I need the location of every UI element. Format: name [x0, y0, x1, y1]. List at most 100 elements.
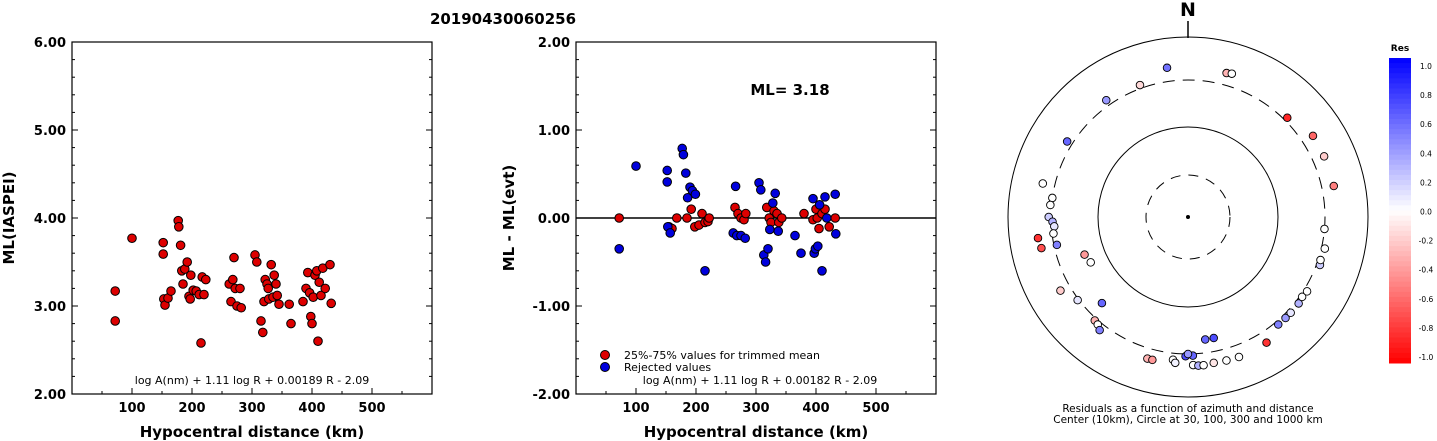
- mid-point-b: [690, 189, 701, 200]
- mid-ytick-label: -2.00: [533, 388, 570, 403]
- colorbar-cell: [1389, 174, 1411, 181]
- left-plot-formula: log A(nm) + 1.11 log R + 0.00189 R - 2.0…: [135, 374, 369, 387]
- colorbar-cell: [1389, 220, 1411, 227]
- left-point-a: [158, 249, 168, 259]
- left-point-a: [269, 270, 280, 281]
- colorbar-cell: [1389, 246, 1411, 252]
- polar-station-point: [1209, 358, 1218, 368]
- mid-point-b: [773, 226, 784, 236]
- colorbar-cell: [1389, 205, 1411, 211]
- mid-point-a: [682, 213, 692, 223]
- polar-station-point: [1209, 333, 1218, 343]
- colorbar-tick-label: -1.0: [1419, 353, 1434, 362]
- legend-red-marker: [600, 350, 610, 360]
- left-point-a: [199, 289, 209, 300]
- left-xtick-label: 400: [298, 401, 325, 416]
- polar-station-point: [1262, 338, 1271, 347]
- mid-point-b: [665, 228, 676, 238]
- colorbar-cell: [1389, 98, 1411, 105]
- north-label: N: [1180, 0, 1196, 21]
- colorbar-cell: [1389, 63, 1411, 69]
- polar-station-point: [1319, 152, 1329, 161]
- polar-station-point: [1329, 181, 1339, 191]
- left-point-a: [196, 338, 206, 348]
- mid-point-a: [704, 213, 715, 223]
- colorbar-tick-label: -0.6: [1419, 295, 1434, 304]
- left-point-a: [314, 277, 325, 288]
- colorbar-cell: [1389, 302, 1411, 308]
- polar-station-point: [1050, 222, 1059, 231]
- mid-point-b: [814, 200, 825, 210]
- polar-station-point: [1135, 80, 1145, 90]
- mid-plot-axes: 100 200 300 400 500 -2.00 -1.00 0.00 1.00 2.00: [533, 36, 936, 416]
- legend-blue-marker: [600, 362, 610, 372]
- colorbar-cell: [1389, 68, 1411, 74]
- left-point-a: [127, 233, 137, 244]
- polar-station-point: [1095, 325, 1104, 335]
- colorbar-cell: [1389, 154, 1411, 161]
- polar-station-point: [1302, 287, 1312, 296]
- polar-plot-points: [1033, 63, 1339, 370]
- polar-station-point: [1046, 200, 1055, 210]
- polar-station-point: [1227, 69, 1237, 78]
- mid-ytick-label: -1.00: [533, 300, 570, 315]
- left-point-a: [175, 240, 186, 251]
- polar-station-point: [1052, 240, 1062, 250]
- left-point-a: [284, 299, 295, 310]
- mid-xtick-label: 200: [682, 401, 709, 416]
- left-point-a: [313, 336, 323, 347]
- colorbar-cell: [1389, 327, 1411, 333]
- polar-station-point: [1038, 179, 1048, 188]
- mid-point-b: [765, 224, 775, 235]
- left-point-a: [178, 279, 188, 289]
- left-xtick-label: 500: [358, 401, 385, 416]
- mid-point-b: [760, 257, 771, 267]
- colorbar-cell: [1389, 337, 1411, 344]
- colorbar-cell: [1389, 93, 1411, 100]
- polar-station-point: [1320, 244, 1330, 253]
- colorbar-ticks: 1.0 0.8 0.6 0.4 0.2 0.0 -0.2 -0.4 -0.6 -0.8 -1.0: [1419, 62, 1434, 362]
- mid-point-b: [681, 168, 691, 178]
- mid-point-b: [813, 241, 823, 251]
- mid-plot: 100 200 300 400 500 -2.00 -1.00 0.00 1.00 2.00 ML…: [500, 36, 937, 441]
- polar-station-point: [1297, 292, 1307, 302]
- colorbar-cell: [1389, 357, 1411, 364]
- polar-station-point: [1234, 352, 1244, 362]
- mid-point-b: [822, 213, 832, 223]
- colorbar-cell: [1389, 73, 1411, 79]
- polar-plot: N Residuals as a function of azimuth and…: [1007, 0, 1369, 426]
- colorbar-tick-label: 0.6: [1420, 120, 1432, 129]
- left-point-a: [174, 222, 184, 232]
- mid-ytick-label: 0.00: [538, 212, 570, 227]
- legend-trimmed-label: 25%-75% values for trimmed mean: [624, 349, 820, 362]
- polar-station-point: [1273, 320, 1283, 329]
- mid-point-a: [741, 208, 751, 219]
- colorbar-cell: [1389, 317, 1411, 323]
- left-point-a: [235, 283, 245, 294]
- mid-point-a: [777, 213, 787, 223]
- colorbar-title: Res: [1391, 44, 1409, 54]
- colorbar-cell: [1389, 266, 1411, 272]
- mid-point-b: [678, 149, 689, 160]
- left-point-a: [256, 316, 266, 326]
- mid-xtick-label: 300: [742, 401, 769, 416]
- mid-point-b: [790, 230, 800, 241]
- left-xtick-label: 200: [178, 401, 205, 416]
- mid-point-b: [770, 188, 781, 199]
- colorbar-cell: [1389, 58, 1411, 64]
- polar-station-point: [1283, 113, 1292, 122]
- colorbar-tick-label: -0.4: [1419, 266, 1434, 275]
- mid-point-b: [820, 192, 830, 202]
- polar-station-point: [1097, 298, 1107, 308]
- colorbar-cell: [1389, 88, 1411, 95]
- left-point-a: [308, 292, 319, 303]
- polar-station-point: [1316, 255, 1325, 265]
- left-point-a: [185, 294, 195, 304]
- left-plot-frame: [71, 41, 433, 395]
- colorbar-cell: [1389, 108, 1411, 115]
- mid-ytick-label: 2.00: [538, 36, 570, 51]
- polar-station-point: [1222, 356, 1231, 365]
- left-point-a: [272, 290, 283, 301]
- left-point-a: [166, 286, 176, 296]
- mid-point-b: [730, 181, 741, 192]
